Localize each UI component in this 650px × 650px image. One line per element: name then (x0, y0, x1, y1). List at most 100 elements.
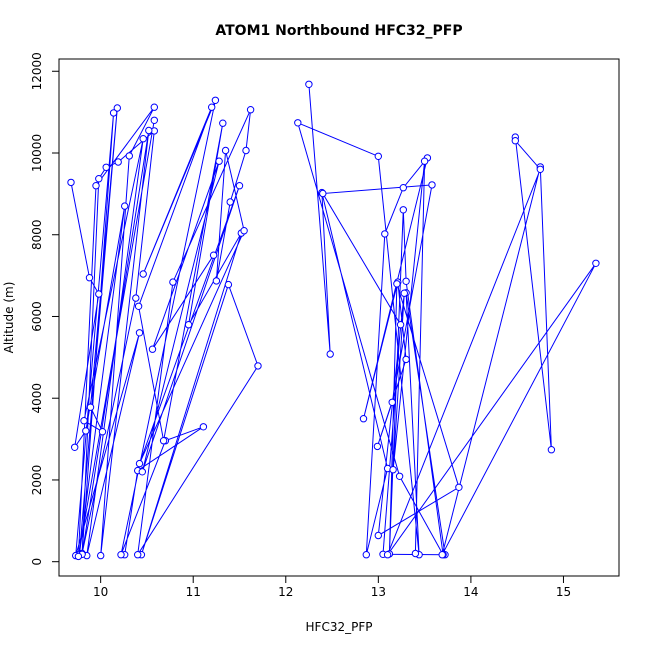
data-point (135, 329, 144, 337)
y-tick-label: 8000 (30, 219, 44, 250)
data-point (224, 280, 233, 289)
data-point (86, 403, 95, 411)
y-axis-label: Altitude (m) (2, 282, 16, 354)
data-point (74, 552, 83, 561)
data-point (125, 152, 134, 160)
data-point (215, 157, 223, 165)
data-point (209, 251, 218, 259)
x-tick-label: 14 (463, 585, 478, 599)
data-point (246, 106, 255, 114)
x-tick-label: 11 (186, 585, 201, 599)
data-point (184, 321, 193, 329)
data-point (139, 135, 147, 143)
data-point (400, 289, 408, 297)
data-point (389, 466, 397, 474)
data-point (138, 468, 147, 476)
y-axis: 0 2000 4000 6000 8000 10000 12000 (30, 52, 60, 566)
data-point (388, 398, 396, 406)
x-tick-label: 15 (556, 585, 571, 599)
data-point (402, 277, 410, 285)
data-point (148, 345, 157, 353)
data-point (150, 116, 159, 125)
y-tick-label: 4000 (30, 383, 44, 414)
data-point (211, 96, 220, 105)
data-point (150, 103, 159, 111)
data-point (132, 294, 140, 302)
data-point (98, 428, 107, 436)
data-point (113, 104, 122, 112)
chart-title: ATOM1 Northbound HFC32_PFP (215, 23, 462, 39)
series-line (70, 106, 155, 557)
data-point (393, 280, 401, 288)
data-point (395, 472, 404, 480)
data-point (326, 350, 334, 358)
data-point (208, 103, 216, 111)
data-point (547, 446, 556, 454)
data-point (374, 531, 382, 540)
data-point (82, 427, 90, 435)
y-tick-label: 0 (30, 558, 44, 566)
data-point (145, 126, 153, 135)
data-point (396, 321, 405, 329)
data-point (592, 259, 600, 267)
data-point (114, 158, 122, 166)
data-point (511, 137, 519, 145)
data-point (319, 189, 327, 198)
x-axis: 10 11 12 13 14 15 (93, 575, 571, 599)
data-point (381, 230, 389, 238)
data-point (420, 157, 429, 165)
data-point (240, 227, 248, 235)
data-point (362, 551, 370, 559)
data-point (135, 459, 144, 468)
y-tick-label: 2000 (30, 465, 44, 496)
y-tick-label: 6000 (30, 301, 44, 332)
data-point (139, 270, 147, 278)
data-points (67, 80, 600, 561)
data-point (374, 152, 382, 161)
data-point (67, 178, 75, 187)
data-point (97, 551, 105, 560)
data-point (92, 182, 100, 190)
data-point (134, 551, 142, 559)
data-point (71, 443, 79, 451)
data-point (399, 206, 407, 214)
data-point (95, 290, 103, 298)
data-point (109, 109, 118, 117)
data-point (242, 146, 250, 155)
x-tick-label: 12 (278, 585, 293, 599)
x-tick-label: 13 (371, 585, 386, 599)
data-point (235, 182, 244, 190)
data-point (221, 146, 230, 155)
data-point (294, 119, 302, 127)
x-axis-label: HFC32_PFP (306, 620, 373, 634)
data-point (305, 80, 313, 89)
data-point (359, 415, 368, 423)
data-point (199, 423, 208, 431)
data-point (254, 362, 262, 370)
data-point (411, 549, 420, 558)
data-point (399, 184, 407, 192)
data-point (102, 163, 110, 172)
x-tick-label: 10 (93, 585, 108, 599)
data-point (536, 165, 544, 174)
data-point (438, 551, 446, 559)
data-point (80, 417, 88, 425)
data-point (117, 551, 125, 559)
data-point (121, 202, 129, 210)
data-point (226, 198, 234, 206)
y-tick-label: 12000 (30, 52, 44, 90)
data-point (212, 277, 221, 285)
data-point (383, 551, 392, 559)
data-point (428, 181, 436, 189)
data-point (373, 442, 382, 451)
data-point (159, 437, 168, 445)
data-point (455, 483, 463, 491)
data-point (402, 355, 410, 364)
data-point (134, 302, 143, 310)
series-line (120, 100, 259, 555)
data-point (95, 175, 103, 183)
data-point (169, 278, 177, 286)
data-point (219, 119, 227, 127)
